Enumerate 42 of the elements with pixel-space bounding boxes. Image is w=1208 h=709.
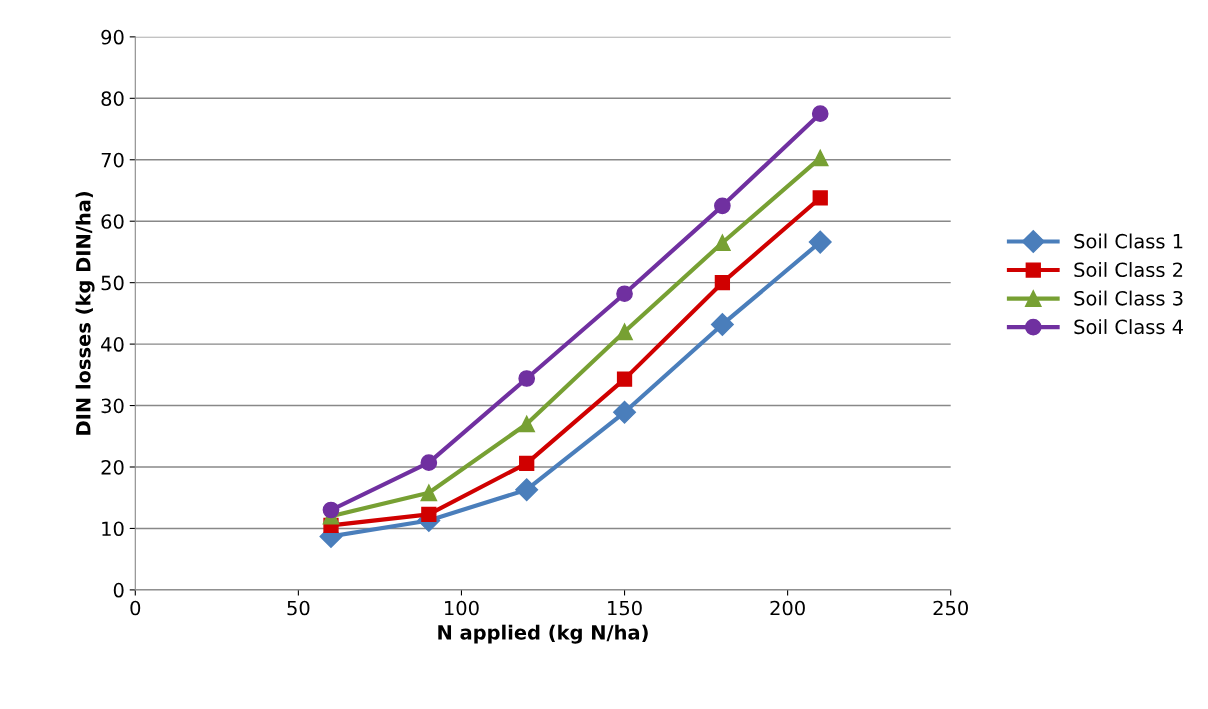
point bbox=[616, 371, 633, 387]
point bbox=[518, 370, 536, 387]
y-tick-label: 80 bbox=[101, 91, 124, 106]
x-tick-label: 150 bbox=[608, 600, 642, 616]
point bbox=[811, 149, 829, 167]
y-tick-label: 20 bbox=[101, 459, 124, 475]
y-tick-label: 0 bbox=[113, 582, 124, 598]
point bbox=[420, 454, 438, 472]
point bbox=[714, 234, 731, 252]
point bbox=[714, 197, 731, 215]
point bbox=[519, 455, 535, 471]
y-tick-label: 60 bbox=[101, 214, 124, 229]
point bbox=[322, 501, 340, 519]
legend-label: Soil Class 2 bbox=[1074, 262, 1183, 278]
point bbox=[811, 105, 829, 123]
point bbox=[421, 506, 437, 522]
x-tick-label: 200 bbox=[770, 600, 805, 616]
y-tick-label: 90 bbox=[101, 29, 124, 45]
point bbox=[812, 190, 828, 206]
y-tick-label: 50 bbox=[101, 275, 124, 291]
x-axis-title: N applied (kg N/ha) bbox=[438, 624, 648, 644]
point bbox=[616, 323, 633, 341]
y-tick-label: 10 bbox=[102, 521, 124, 537]
point bbox=[710, 312, 734, 336]
point bbox=[616, 285, 633, 303]
point bbox=[808, 230, 832, 254]
legend-label: Soil Class 1 bbox=[1074, 233, 1183, 249]
legend-label: Soil Class 3 bbox=[1074, 290, 1183, 306]
x-tick-label: 0 bbox=[130, 600, 141, 616]
x-tick-label: 250 bbox=[933, 600, 968, 616]
point bbox=[515, 478, 539, 502]
x-tick-label: 50 bbox=[287, 600, 310, 616]
y-tick-label: 40 bbox=[101, 337, 124, 352]
point bbox=[518, 415, 536, 433]
y-tick-label: 70 bbox=[101, 152, 124, 168]
x-tick-label: 100 bbox=[445, 600, 479, 616]
y-axis-title: DIN losses (kg DIN/ha) bbox=[75, 191, 95, 435]
point bbox=[420, 484, 438, 502]
y-tick-label: 30 bbox=[101, 398, 124, 414]
legend-label: Soil Class 4 bbox=[1074, 319, 1183, 335]
point bbox=[714, 275, 731, 291]
point bbox=[613, 400, 637, 424]
